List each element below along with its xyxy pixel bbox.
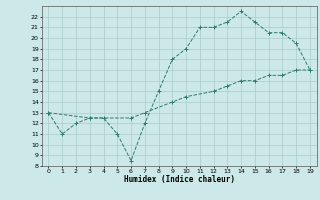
X-axis label: Humidex (Indice chaleur): Humidex (Indice chaleur) xyxy=(124,175,235,184)
